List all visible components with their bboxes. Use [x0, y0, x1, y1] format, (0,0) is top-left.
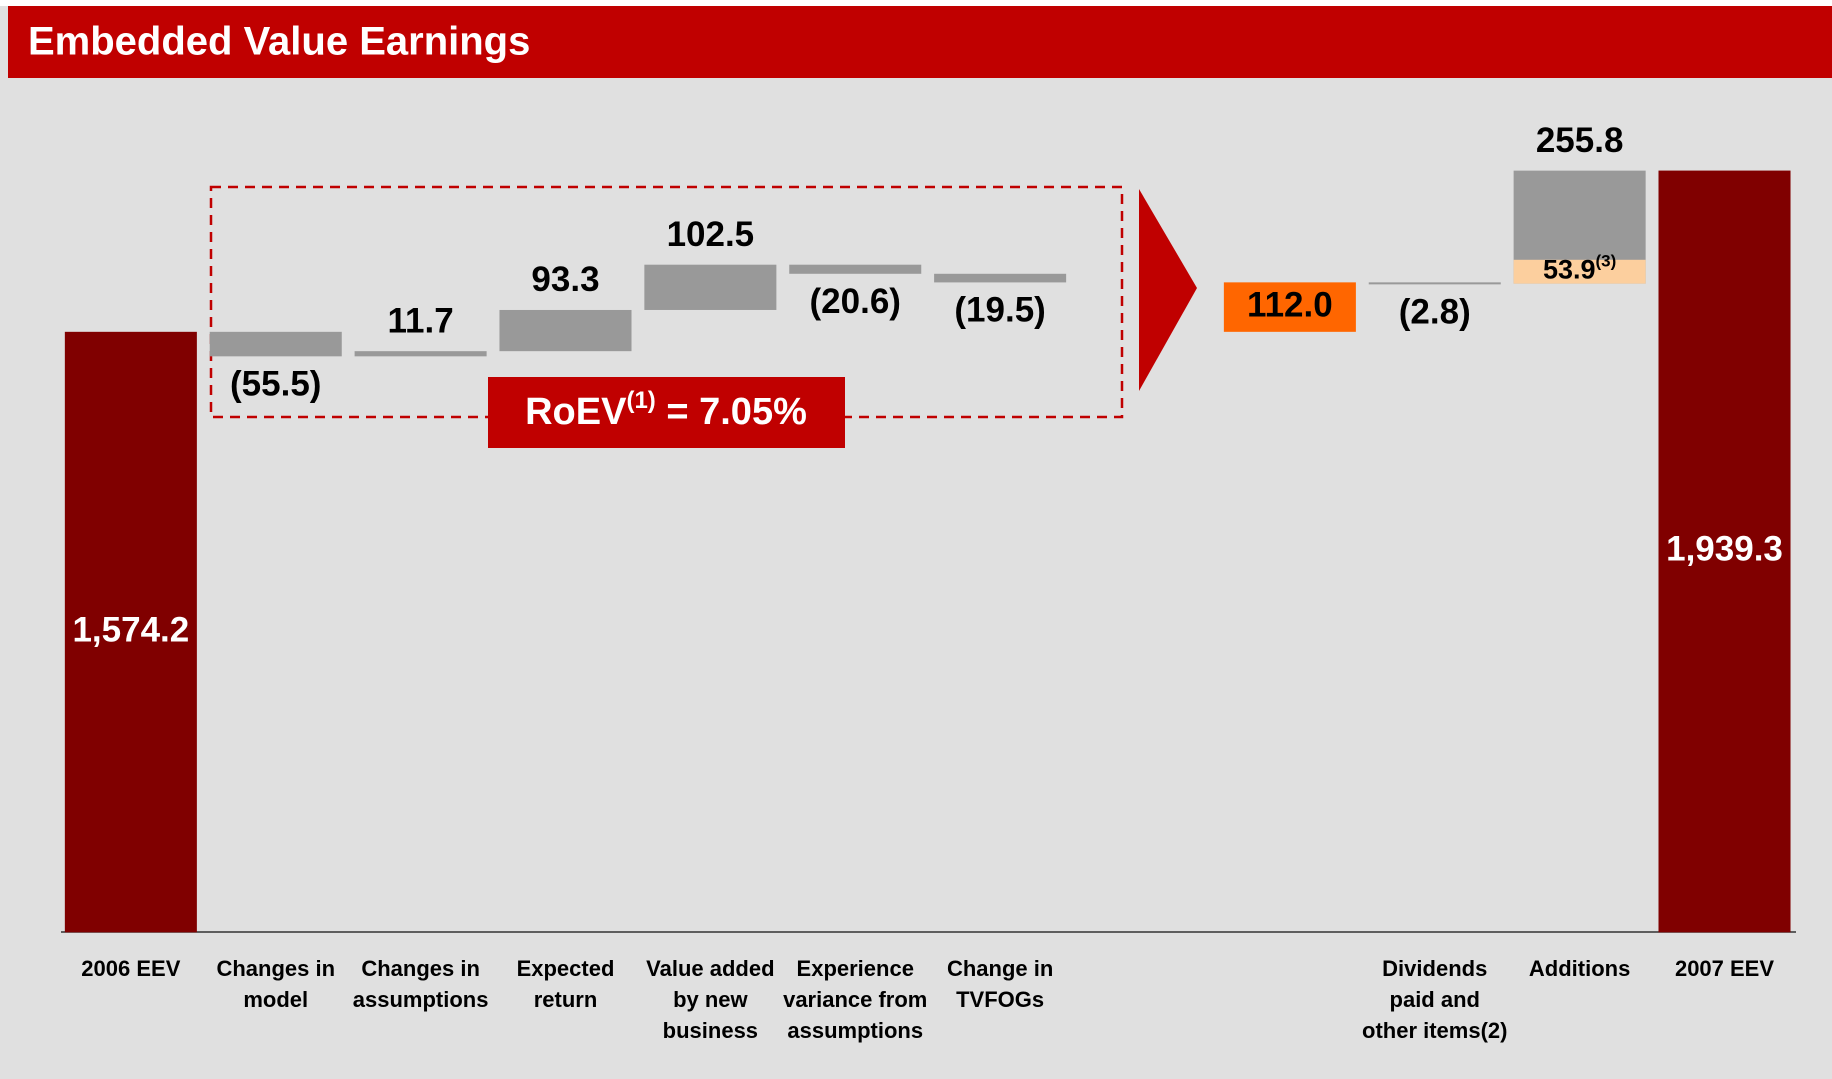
x-tick-label: Expected return: [516, 956, 615, 1012]
value-label: 93.3: [531, 260, 599, 299]
bar: [934, 273, 1067, 283]
bar: [1223, 282, 1356, 332]
value-label: 102.5: [667, 215, 755, 254]
value-label: 112.0: [1247, 285, 1333, 324]
value-label: 255.8: [1536, 121, 1624, 160]
x-tick-label: Value added by new business: [646, 956, 775, 1043]
part-note: (3): [1596, 252, 1617, 271]
roev-box: [488, 377, 845, 448]
x-tick-label: 2007 EEV: [1674, 956, 1775, 981]
bar: [209, 331, 342, 357]
bar: [64, 331, 197, 933]
top-strip: [0, 0, 1832, 6]
chart-title: Embedded Value Earnings: [28, 20, 530, 64]
bar: [499, 309, 632, 352]
value-label: (2.8): [1399, 293, 1471, 332]
roev-label: RoEV(1) = 7.05%: [525, 387, 807, 433]
bar: [644, 264, 777, 310]
part-value: 53.9: [1543, 255, 1596, 285]
x-tick-label: Additions: [1528, 956, 1631, 981]
value-label: 1,939.3: [1666, 530, 1783, 569]
x-tick-label: Change in TVFOGs: [946, 956, 1054, 1012]
roev-rest: = 7.05%: [656, 391, 807, 433]
title-bar: [8, 6, 1832, 78]
group-box: [209, 185, 1124, 419]
x-tick-label: Changes in model: [216, 956, 336, 1012]
x-tick-label: 2006 EEV: [81, 956, 181, 981]
bar: [1368, 282, 1501, 285]
value-label: 1,574.2: [72, 610, 189, 649]
roev-text: RoEV: [525, 391, 627, 433]
value-label: (20.6): [810, 282, 901, 321]
bar: [1658, 170, 1791, 933]
bar-part: [1513, 259, 1646, 284]
bar: [789, 264, 922, 274]
roev-note: (1): [626, 387, 655, 414]
x-tick-label: Experience variance from assumptions: [783, 956, 928, 1043]
x-tick-label: Changes in assumptions: [352, 956, 489, 1012]
arrow: [1139, 189, 1197, 391]
part-label: 53.9(3): [1543, 252, 1616, 285]
x-tick-label: Dividends paid and other items(2): [1362, 956, 1508, 1043]
value-label: (55.5): [230, 365, 321, 404]
bar: [354, 351, 487, 357]
value-label: 11.7: [388, 301, 454, 340]
value-label: (19.5): [954, 291, 1045, 330]
